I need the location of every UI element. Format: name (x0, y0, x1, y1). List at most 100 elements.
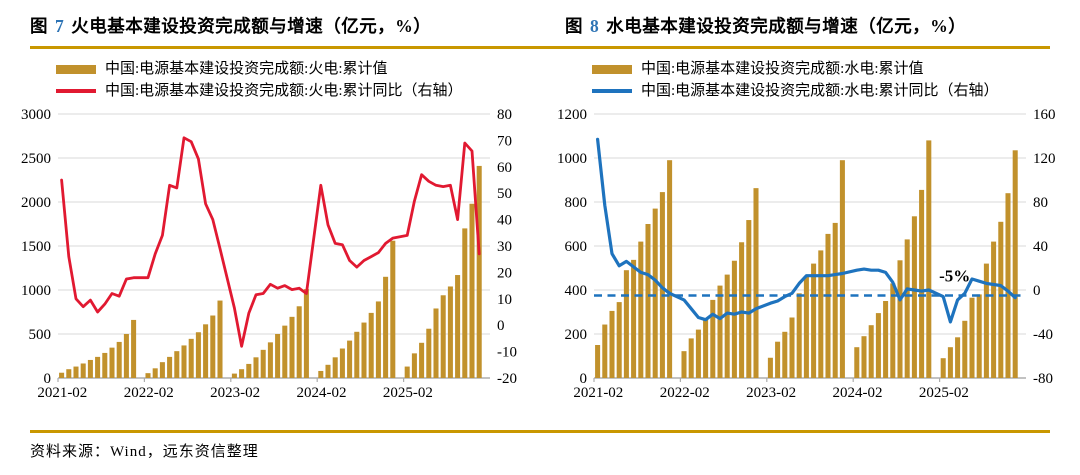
line-legend-swatch (592, 89, 632, 93)
left-axis-tick: 0 (580, 371, 588, 387)
bar (897, 260, 903, 378)
bar (904, 239, 910, 378)
bar (462, 228, 468, 378)
bar (289, 316, 295, 378)
thermal-legend-line-item: 中国:电源基本建设投资完成额:火电:累计同比（右轴） (56, 82, 527, 100)
thermal-legend: 中国:电源基本建设投资完成额:火电:累计值 中国:电源基本建设投资完成额:火电:… (56, 60, 527, 100)
bar (123, 334, 129, 378)
right-axis-tick: 40 (1033, 239, 1048, 255)
bar (239, 369, 245, 378)
right-axis-tick: 80 (497, 107, 512, 123)
right-axis-tick: 70 (497, 133, 512, 149)
bar (969, 297, 975, 378)
bar (868, 325, 874, 378)
bar (246, 363, 252, 378)
thermal-line-legend-label: 中国:电源基本建设投资完成额:火电:累计同比（右轴） (105, 83, 463, 99)
figure-8-title-text: 水电基本建设投资完成额与增速（亿元，%） (606, 16, 967, 36)
right-axis-tick: -20 (497, 371, 517, 387)
x-axis-label: 2021-02 (573, 385, 623, 401)
bar (638, 241, 644, 378)
line-legend-swatch (56, 89, 96, 93)
bar (440, 295, 446, 378)
bar (181, 345, 187, 378)
left-axis-tick: 200 (565, 327, 588, 343)
bar (167, 356, 173, 378)
bar (260, 349, 266, 378)
bar (681, 351, 687, 378)
bar (296, 306, 302, 378)
x-axis-label: 2023-02 (210, 385, 260, 401)
bar (926, 140, 932, 378)
hydro-bar-legend-label: 中国:电源基本建设投资完成额:水电:累计值 (641, 61, 924, 77)
bar (109, 347, 115, 378)
bar (839, 160, 845, 378)
left-axis-tick: 400 (565, 283, 588, 299)
bar-legend-swatch (56, 64, 96, 74)
top-divider-rule (30, 46, 1050, 49)
bar (174, 351, 180, 378)
bar (195, 332, 201, 378)
bar (131, 319, 137, 378)
figure-7-title-text: 火电基本建设投资完成额与增速（亿元，%） (71, 16, 432, 36)
bottom-divider-rule (30, 430, 1050, 433)
x-axis-label: 2024-02 (833, 385, 883, 401)
bar (210, 315, 216, 378)
bar (116, 341, 122, 378)
bar (983, 263, 989, 378)
bar (731, 260, 737, 378)
bar (347, 340, 353, 378)
bar (991, 241, 997, 378)
bar-legend-swatch (592, 64, 632, 74)
bar (595, 345, 601, 378)
bar (203, 324, 209, 378)
bar (753, 188, 759, 378)
bar (267, 342, 273, 378)
bar (883, 301, 889, 378)
bar (361, 322, 367, 378)
x-axis-label: 2024-02 (297, 385, 347, 401)
bar (724, 274, 730, 378)
bar (339, 348, 345, 378)
right-axis-tick: 10 (497, 292, 512, 308)
bar (275, 334, 281, 378)
figure-8-number: 8 (590, 16, 600, 36)
bar (368, 312, 374, 378)
bar (955, 337, 961, 378)
bar (623, 270, 629, 378)
source-note: 资料来源：Wind，远东资信整理 (30, 444, 259, 460)
bar (426, 328, 432, 378)
thermal-legend-bar-item: 中国:电源基本建设投资完成额:火电:累计值 (56, 60, 527, 78)
bar (325, 364, 331, 378)
bar (645, 224, 651, 378)
x-axis-label: 2025-02 (383, 385, 433, 401)
bar (66, 369, 72, 378)
x-axis-label: 2022-02 (124, 385, 174, 401)
bar (332, 357, 338, 378)
growth-line (595, 137, 1017, 324)
bar (919, 189, 925, 378)
bar (890, 283, 896, 378)
figure-7-title: 图 7 火电基本建设投资完成额与增速（亿元，%） (30, 13, 431, 38)
bar (688, 338, 694, 378)
bar (775, 341, 781, 378)
reference-line-label: -5% (939, 267, 970, 286)
bar (818, 250, 824, 378)
bar (609, 310, 615, 378)
bar (354, 331, 360, 378)
right-axis-tick: 60 (497, 160, 512, 176)
figure-8-title-prefix: 图 (565, 16, 583, 36)
hydro-chart-panel: 中国:电源基本建设投资完成额:水电:累计值 中国:电源基本建设投资完成额:水电:… (548, 56, 1063, 404)
hydro-line-legend-label: 中国:电源基本建设投资完成额:水电:累计同比（右轴） (641, 83, 999, 99)
left-axis-tick: 1000 (21, 283, 51, 299)
bar (433, 308, 439, 378)
bar (102, 352, 108, 378)
bar (710, 299, 716, 378)
bar (962, 320, 968, 378)
bar (1005, 193, 1011, 378)
bar (695, 329, 701, 378)
bar (667, 160, 673, 378)
bar (767, 357, 773, 378)
bar (375, 301, 381, 378)
thermal-combo-chart: 0 500 1000 1500 2000 2500 3000 -20 -10 0 10 20 30 40 5… (21, 107, 517, 401)
bar (803, 276, 809, 378)
